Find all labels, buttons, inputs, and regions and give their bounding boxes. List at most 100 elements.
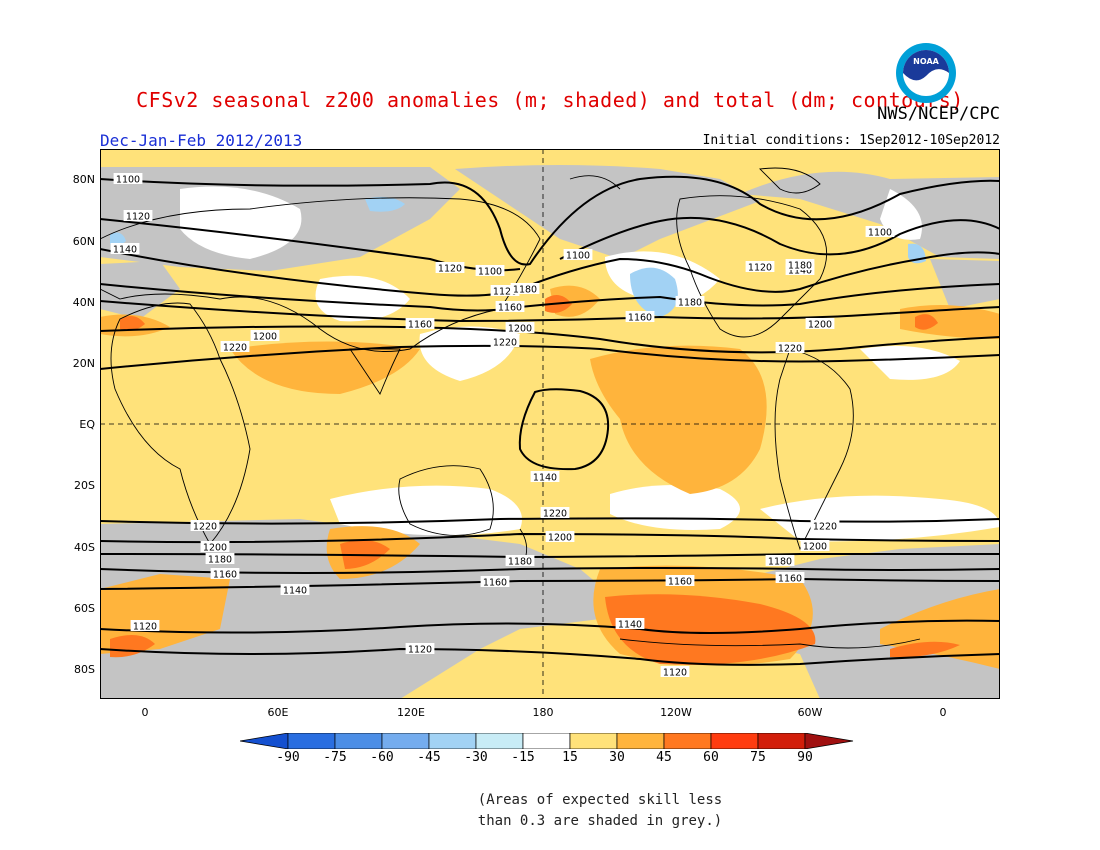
lon-label-0: 0: [141, 706, 149, 719]
contour-label-bg: [495, 301, 525, 312]
coastlines: [100, 167, 921, 649]
contour-label-1160: 1160: [408, 320, 432, 331]
contour-label-1140: 1140: [533, 473, 557, 484]
contour-label-bg: [405, 643, 435, 654]
contour-label-1120: 1120: [663, 668, 687, 679]
contour-label-1120: 1120: [126, 212, 150, 223]
contour-label-bg: [660, 666, 690, 677]
contour-label-1100: 1100: [868, 228, 892, 239]
lon-label-60w: 60W: [797, 706, 823, 719]
contour-label-1180: 1180: [513, 285, 537, 296]
contour-label-1180: 1180: [768, 557, 792, 568]
contour-label-bg: [123, 210, 153, 221]
contour-label-1220: 1220: [813, 522, 837, 533]
contour-label-bg: [615, 618, 645, 629]
contour-label-1200: 1200: [803, 542, 827, 553]
contour-label-bg: [530, 471, 560, 482]
contour-label-bg: [405, 318, 435, 329]
contour-label-1120: 1120: [438, 264, 462, 275]
colorbar-segment: [757, 733, 806, 749]
colorbar-segment: [475, 733, 524, 749]
contour-label-bg: [490, 336, 520, 347]
contour-label-bg: [775, 572, 805, 583]
contour-label-bg: [220, 341, 250, 352]
contour-label-bg: [130, 620, 160, 631]
contour-label-bg: [480, 576, 510, 587]
lat-label-60n: 60N: [72, 235, 95, 248]
colorbar-tick-label: -60: [370, 750, 394, 765]
colorbar-segment: [616, 733, 665, 749]
contour-label-1200: 1200: [548, 533, 572, 544]
contour-label-1140: 1140: [788, 266, 812, 277]
lat-label-40s: 40S: [74, 541, 95, 554]
contour-label-1220: 1220: [778, 344, 802, 355]
contour-label-1140: 1140: [618, 620, 642, 631]
contour-label-bg: [190, 520, 220, 531]
contour-label-1220: 1220: [193, 522, 217, 533]
lon-label-120w: 120W: [660, 706, 692, 719]
lon-label-0: 0: [939, 706, 947, 719]
contour-label-bg: [785, 259, 815, 270]
map-frame: [100, 149, 1000, 699]
colorbar-segment: [381, 733, 430, 749]
contour-label-1200: 1200: [203, 543, 227, 554]
contour-label-1100: 1100: [478, 267, 502, 278]
contour-label-bg: [113, 173, 143, 184]
colorbar-tick-label: 45: [656, 750, 672, 765]
contour-label-1220: 1220: [223, 343, 247, 354]
colorbar-segment: [569, 733, 618, 749]
contour-label-bg: [865, 226, 895, 237]
contour-label-1200: 1200: [253, 332, 277, 343]
contour-label-bg: [800, 540, 830, 551]
contour-label-bg: [765, 555, 795, 566]
contour-label-bg: [250, 330, 280, 341]
colorbar-tick-label: -75: [323, 750, 347, 765]
colorbar-segment: [240, 733, 289, 749]
contour-label-bg: [625, 311, 655, 322]
contour-label-bg: [545, 531, 575, 542]
noaa-logo: NOAA: [896, 43, 956, 103]
colorbar-segment: [522, 733, 571, 749]
colorbar-tick-label: 15: [562, 750, 578, 765]
contour-label-bg: [810, 520, 840, 531]
lat-label-eq: EQ: [79, 418, 95, 431]
skill-note-line-2: than 0.3 are shaded in grey.): [477, 813, 723, 829]
contour-label-1140: 1140: [283, 586, 307, 597]
lat-label-80s: 80S: [74, 663, 95, 676]
contour-label-1220: 1220: [543, 509, 567, 520]
z200-anomaly-map: 1100 1100 1100 1100 1120 1120 1120 1120 1140 1140…: [100, 149, 1000, 699]
colorbar-tick-label: 90: [797, 750, 813, 765]
contour-label-1180: 1180: [678, 298, 702, 309]
colorbar-tick-label: -30: [464, 750, 488, 765]
contour-label-bg: [475, 265, 505, 276]
contour-label-1120: 1120: [748, 263, 772, 274]
colorbar-tick-label: -45: [417, 750, 441, 765]
contour-label-bg: [490, 285, 520, 296]
contour-label-1160: 1160: [668, 577, 692, 588]
colorbar-segment: [663, 733, 712, 749]
contour-label-1180: 1180: [508, 557, 532, 568]
contour-label-1120: 1120: [133, 622, 157, 633]
org-label: NWS/NCEP/CPC: [877, 104, 1000, 124]
lon-label-120e: 120E: [397, 706, 425, 719]
contour-label-1160: 1160: [213, 570, 237, 581]
contour-label-1160: 1160: [483, 578, 507, 589]
chart-title: CFSv2 seasonal z200 anomalies (m; shaded…: [136, 88, 964, 112]
skill-note-line-1: (Areas of expected skill less: [477, 792, 723, 808]
contour-label-1120: 1120: [408, 645, 432, 656]
contour-label-bg: [435, 262, 465, 273]
contour-label-1100: 1100: [116, 175, 140, 186]
lat-label-20n: 20N: [72, 357, 95, 370]
contour-label-bg: [675, 296, 705, 307]
contour-label-1220: 1220: [493, 338, 517, 349]
contour-label-bg: [205, 553, 235, 564]
lat-label-60s: 60S: [74, 602, 95, 615]
colorbar-tick-label: -90: [276, 750, 300, 765]
contour-label-bg: [280, 584, 310, 595]
contour-label-1180: 1180: [788, 261, 812, 272]
contour-label-bg: [210, 568, 240, 579]
contour-label-bg: [563, 249, 593, 260]
season-label: Dec-Jan-Feb 2012/2013: [100, 131, 303, 150]
colorbar-segment: [710, 733, 759, 749]
colorbar-tick-label: 60: [703, 750, 719, 765]
